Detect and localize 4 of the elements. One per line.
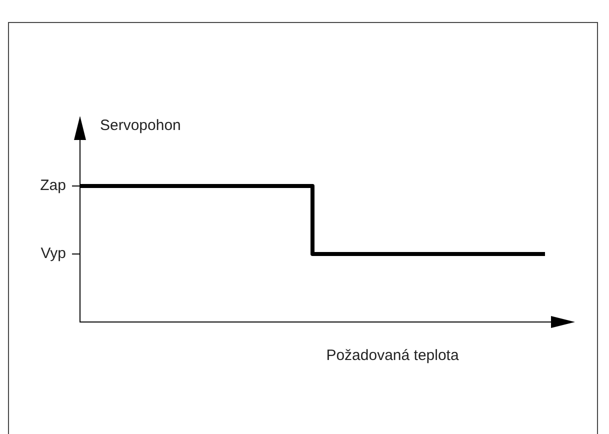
y-axis-title: Servopohon bbox=[100, 117, 181, 134]
text: Vyp bbox=[40, 245, 66, 262]
text: Zap bbox=[40, 177, 66, 194]
x-axis-title: Požadovaná teplota bbox=[326, 347, 460, 364]
